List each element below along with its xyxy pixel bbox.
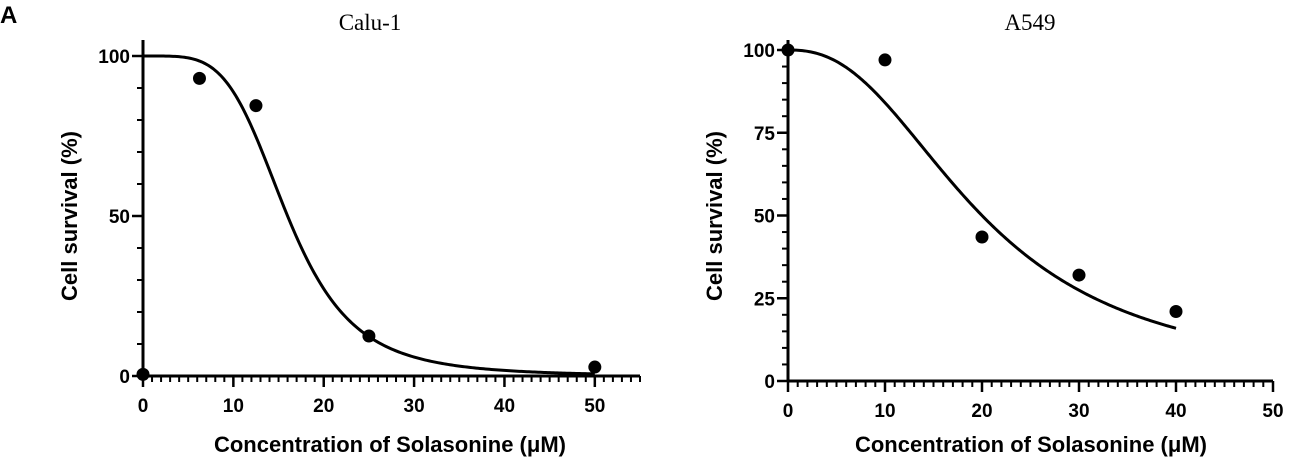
y-axis-label: Cell survival (%) <box>702 131 727 301</box>
fit-curve-group <box>143 54 595 376</box>
y-tick-label: 50 <box>754 207 775 228</box>
data-point <box>588 360 602 374</box>
y-tick-label: 0 <box>764 372 775 393</box>
chart-title: Calu-1 <box>339 10 402 35</box>
minor-ticks <box>137 87 641 382</box>
data-point <box>1072 268 1086 282</box>
axes <box>141 40 640 378</box>
data-point <box>362 329 376 343</box>
x-tick-label: 40 <box>494 396 515 417</box>
major-ticks: 0 10 20 30 40 50 0 50 100 <box>98 47 605 417</box>
data-point <box>1169 304 1183 318</box>
data-point <box>192 71 206 85</box>
x-tick-label: 10 <box>874 401 895 422</box>
x-tick-label: 30 <box>1068 401 1089 422</box>
y-tick-label: 25 <box>754 289 776 310</box>
data-point <box>781 43 795 57</box>
fit-curve-group <box>788 48 1177 330</box>
y-tick-label: 0 <box>119 367 130 388</box>
x-tick-label: 50 <box>584 396 605 417</box>
data-point <box>136 367 150 381</box>
data-point <box>249 99 263 113</box>
y-axis-label: Cell survival (%) <box>57 131 82 301</box>
major-ticks: 0 10 20 30 40 50 0 25 50 75 100 <box>743 41 1283 422</box>
y-tick-label: 100 <box>98 47 130 68</box>
data-point <box>975 230 989 244</box>
data-points <box>781 43 1183 318</box>
x-tick-label: 20 <box>971 401 992 422</box>
x-tick-label: 0 <box>138 396 149 417</box>
x-tick-label: 30 <box>404 396 425 417</box>
chart-a549: A549 Cell survival (%) Concentration of … <box>702 10 1284 457</box>
x-axis-label: Concentration of Solasonine (μM) <box>214 432 566 457</box>
data-points <box>136 71 602 381</box>
x-tick-label: 10 <box>223 396 244 417</box>
y-tick-label: 100 <box>743 41 775 62</box>
fit-curve <box>143 54 595 376</box>
fit-curve <box>788 48 1177 330</box>
data-point <box>878 53 892 67</box>
y-tick-label: 50 <box>109 207 130 228</box>
x-tick-label: 40 <box>1165 401 1186 422</box>
axes <box>786 40 1273 383</box>
minor-ticks <box>782 65 1265 387</box>
chart-title: A549 <box>1004 10 1055 35</box>
x-tick-label: 20 <box>313 396 334 417</box>
panel-label: A <box>0 2 17 29</box>
x-tick-label: 0 <box>783 401 794 422</box>
x-axis-label: Concentration of Solasonine (μM) <box>855 432 1207 457</box>
y-tick-label: 75 <box>754 124 776 145</box>
chart-calu-1: Calu-1 Cell survival (%) Concentration o… <box>57 10 641 457</box>
x-tick-label: 50 <box>1262 401 1283 422</box>
